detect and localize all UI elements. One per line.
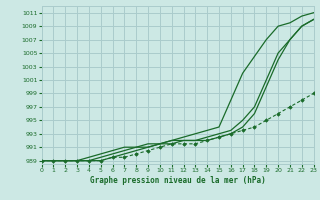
X-axis label: Graphe pression niveau de la mer (hPa): Graphe pression niveau de la mer (hPa) (90, 176, 266, 185)
